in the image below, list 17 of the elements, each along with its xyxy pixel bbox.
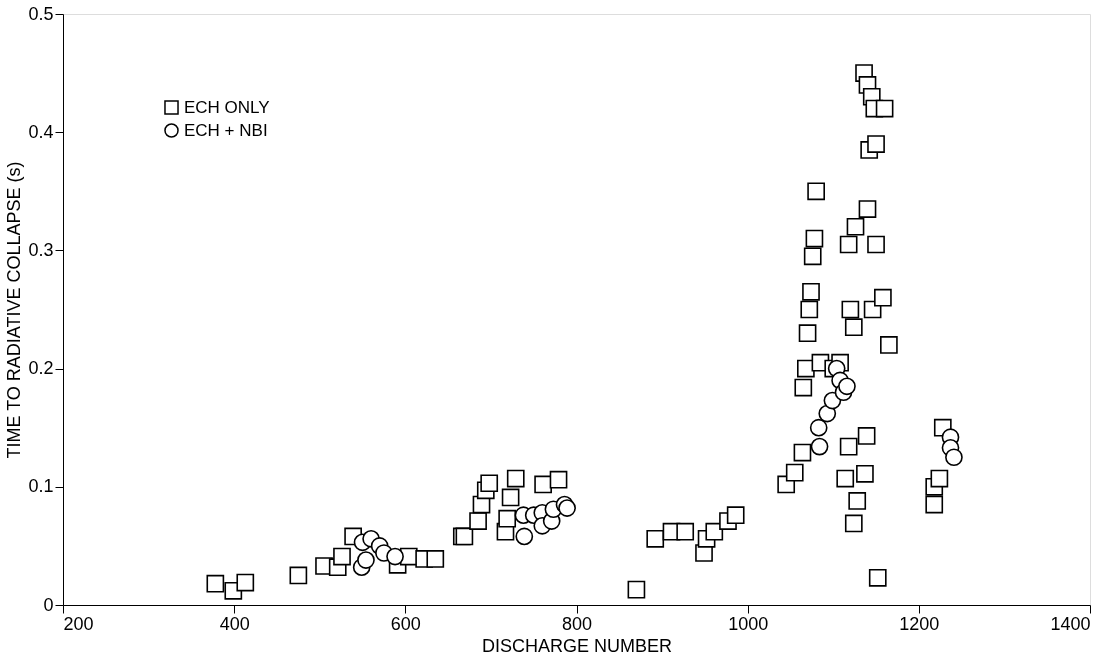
x-tick-label: 600 [390,613,421,634]
y-tick-label: 0.1 [28,476,54,497]
x-tick-label: 400 [219,613,250,634]
y-tick-label: 0.3 [28,239,54,260]
y-tick-label: 0.2 [28,358,54,379]
y-tick-label: 0.4 [28,121,54,142]
legend-label: ECH + NBI [184,120,268,140]
x-tick-label: 1400 [1050,613,1091,634]
legend-label: ECH ONLY [184,97,270,117]
x-tick-label: 200 [63,613,94,634]
y-tick-label: 0.5 [28,3,54,24]
x-axis-title: DISCHARGE NUMBER [481,635,673,656]
x-tick-label: 1000 [728,613,769,634]
x-tick-label: 1200 [899,613,940,634]
y-tick-label: 0 [43,594,54,615]
x-tick-label: 800 [561,613,593,634]
y-axis-title: TIME TO RADIATIVE COLLAPSE (s) [4,161,25,459]
